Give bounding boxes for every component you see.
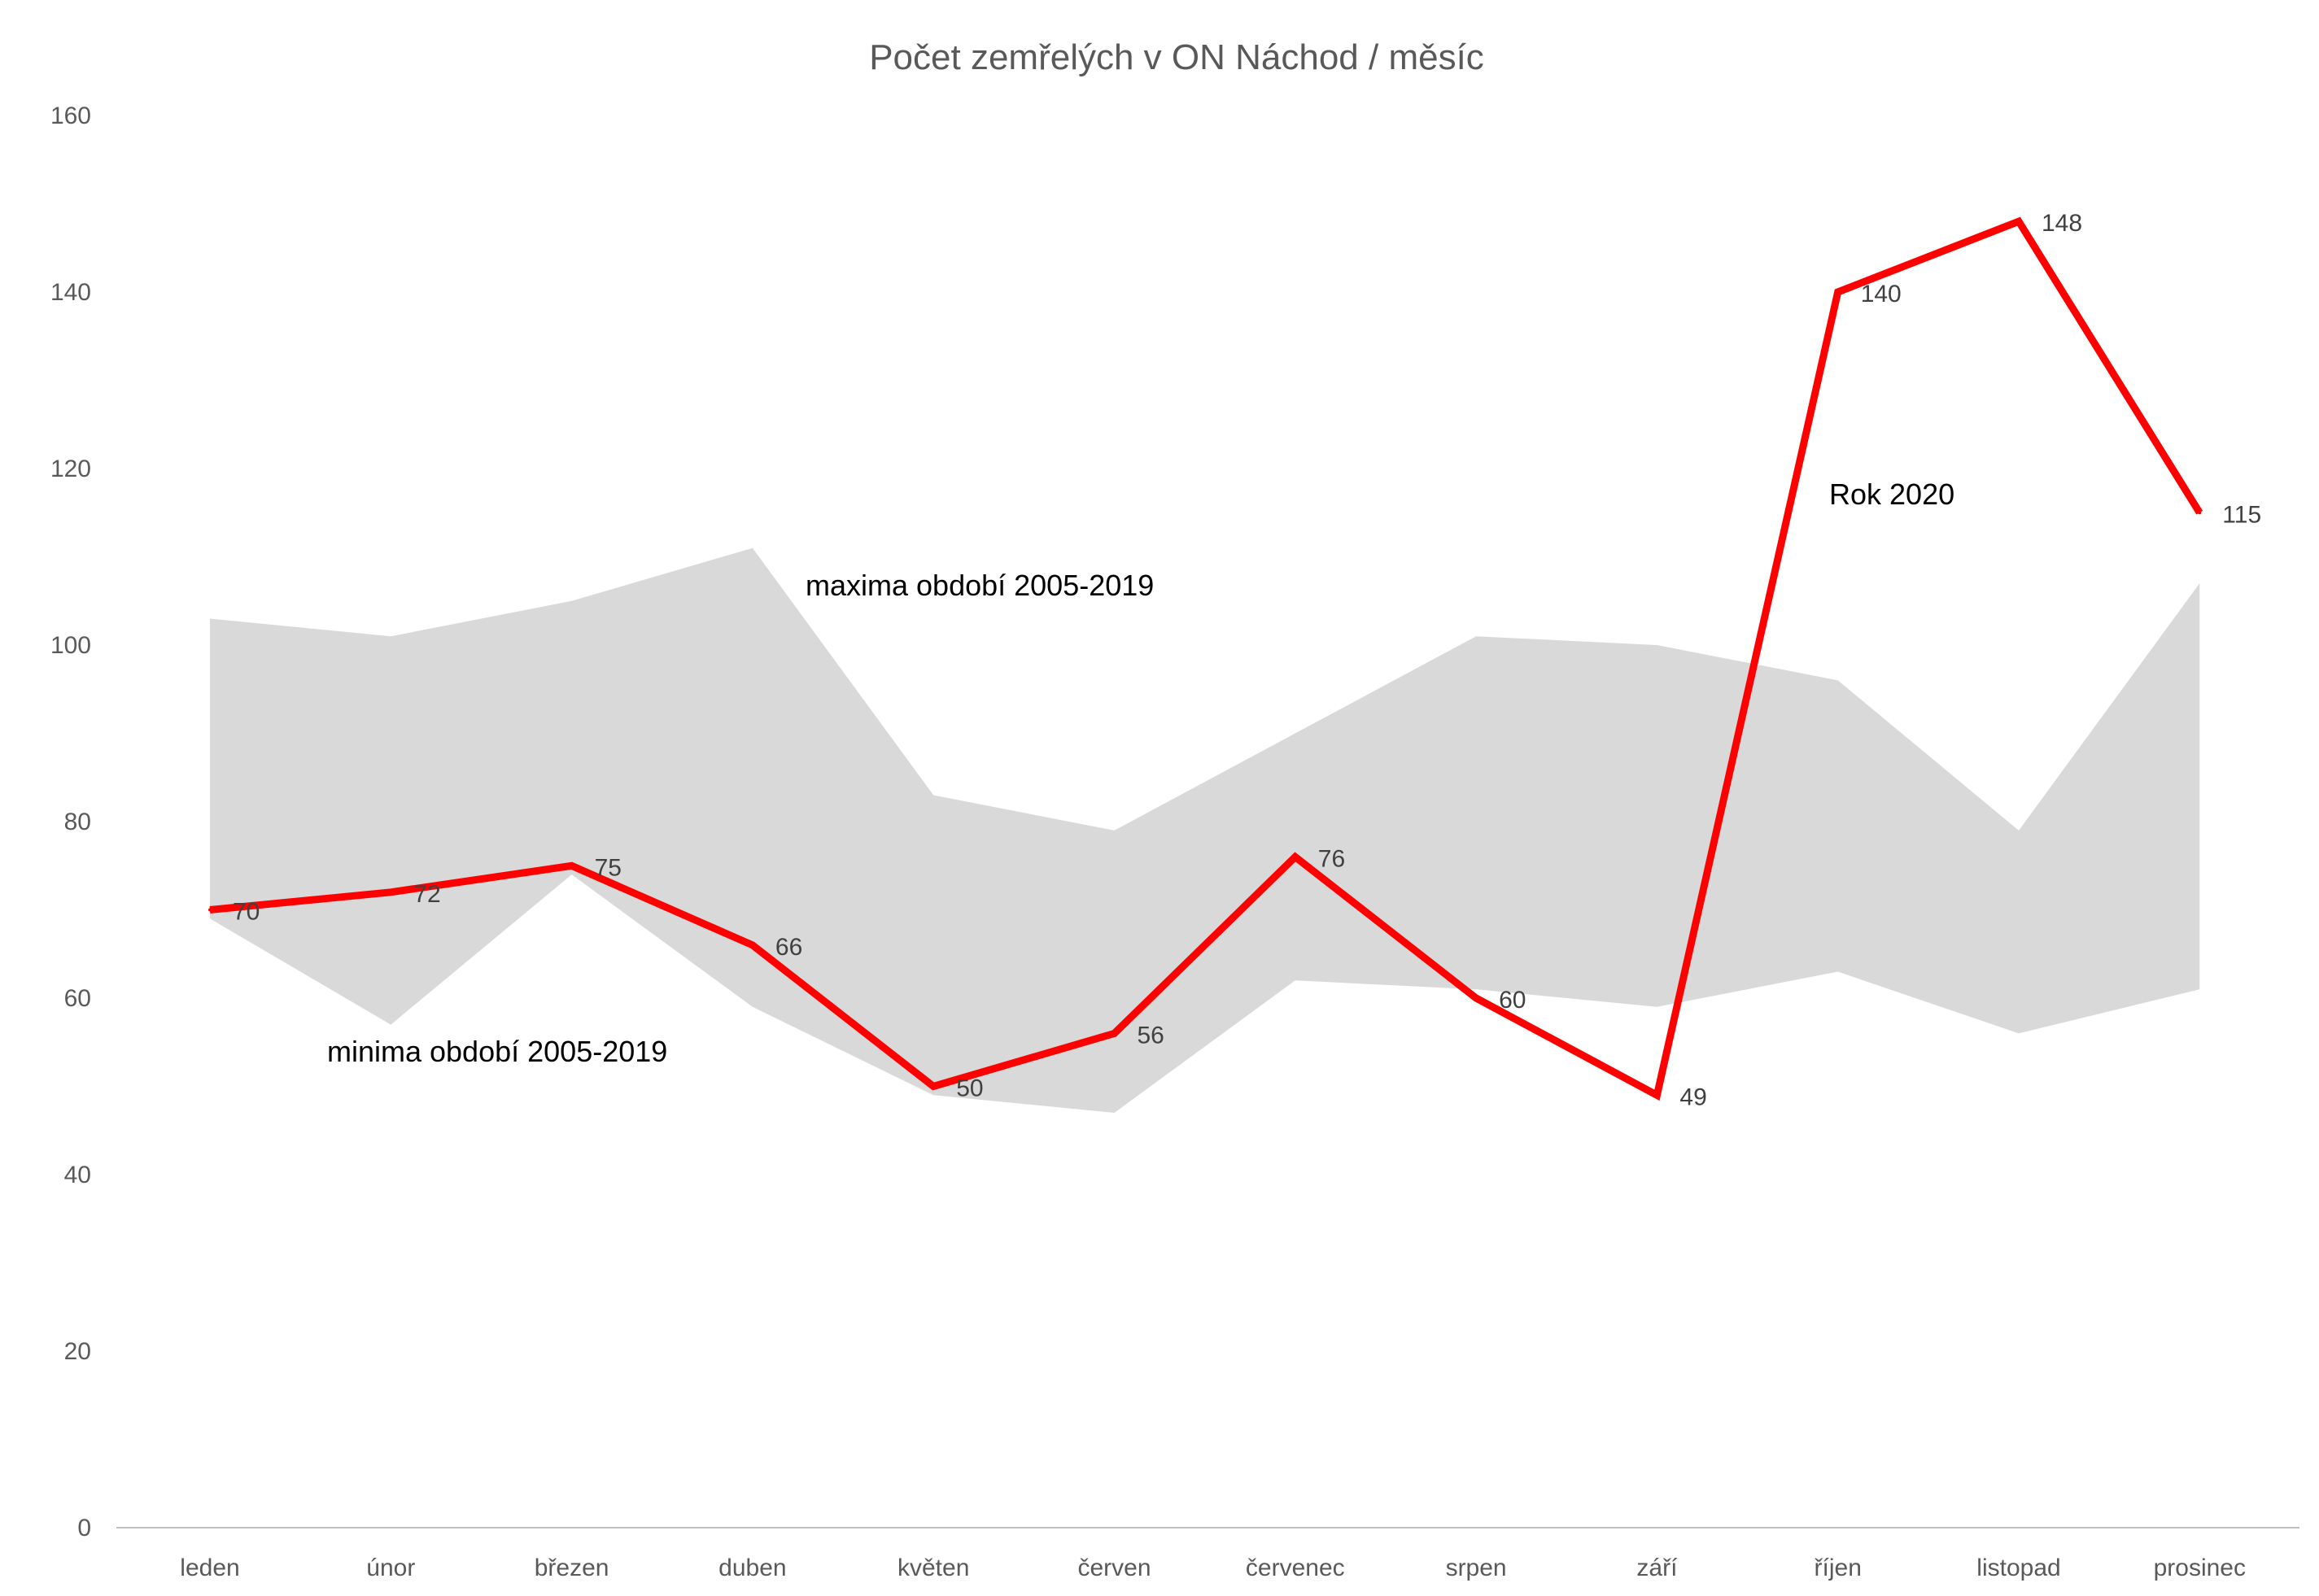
- axis-layer: 0 20 40 60 80 100 120 140 160 leden únor březen dube…: [50, 102, 2299, 1581]
- data-point: [750, 943, 754, 947]
- data-label: 50: [956, 1075, 983, 1102]
- y-tick-label: 140: [50, 279, 91, 306]
- data-label: 140: [1861, 281, 1902, 307]
- data-label: 75: [595, 854, 622, 881]
- data-point: [1655, 1093, 1659, 1097]
- x-tick-label: únor: [366, 1555, 415, 1581]
- data-label: 76: [1318, 845, 1345, 872]
- data-point: [2017, 220, 2020, 224]
- x-tick-label: březen: [535, 1555, 609, 1581]
- y-tick-label: 160: [50, 102, 91, 129]
- data-point: [389, 890, 393, 894]
- y-tick-label: 100: [50, 632, 91, 659]
- y-tick-label: 40: [64, 1162, 91, 1188]
- range-band: [210, 547, 2200, 1113]
- x-tick-label: červen: [1077, 1555, 1151, 1581]
- data-point: [932, 1084, 936, 1088]
- y-tick-label: 120: [50, 456, 91, 482]
- data-point: [1474, 996, 1478, 1000]
- data-point: [2198, 511, 2202, 515]
- series-layer: [208, 216, 2203, 1101]
- data-label: 56: [1138, 1022, 1164, 1049]
- x-tick-label: srpen: [1446, 1555, 1507, 1581]
- data-label: 115: [2222, 501, 2261, 528]
- x-tick-label: květen: [897, 1555, 969, 1581]
- data-label: 72: [413, 881, 440, 908]
- data-label: 66: [775, 934, 802, 961]
- x-tick-label: září: [1636, 1555, 1678, 1581]
- data-point: [208, 908, 212, 912]
- y-tick-label: 20: [64, 1338, 91, 1365]
- band-layer: [210, 547, 2200, 1113]
- x-tick-label: leden: [180, 1555, 239, 1581]
- data-point: [1112, 1031, 1116, 1036]
- y-tick-label: 60: [64, 985, 91, 1012]
- data-label: 60: [1499, 987, 1526, 1014]
- series-line: [209, 216, 2203, 1101]
- chart-title: Počet zemřelých v ON Náchod / měsíc: [869, 37, 1484, 77]
- annotation-min-label: minima období 2005-2019: [327, 1035, 667, 1068]
- data-point: [1836, 290, 1840, 294]
- x-tick-label: červenec: [1246, 1555, 1345, 1581]
- x-tick-label: listopad: [1976, 1555, 2060, 1581]
- data-label: 49: [1679, 1084, 1706, 1110]
- x-tick-label: duben: [718, 1555, 786, 1581]
- data-label: 70: [233, 899, 260, 926]
- annotation-max-label: maxima období 2005-2019: [806, 569, 1154, 602]
- data-point: [1293, 855, 1297, 859]
- y-tick-label: 80: [64, 809, 91, 835]
- data-point: [570, 864, 574, 868]
- y-tick-label: 0: [77, 1515, 91, 1541]
- annotation-series-label: Rok 2020: [1829, 477, 1954, 511]
- x-tick-label: říjen: [1815, 1555, 1862, 1581]
- x-tick-label: prosinec: [2154, 1555, 2246, 1581]
- data-label: 148: [2042, 210, 2082, 237]
- label-layer: 70 72 75 66 50 56 76 60 49 140 148 115: [233, 210, 2261, 1110]
